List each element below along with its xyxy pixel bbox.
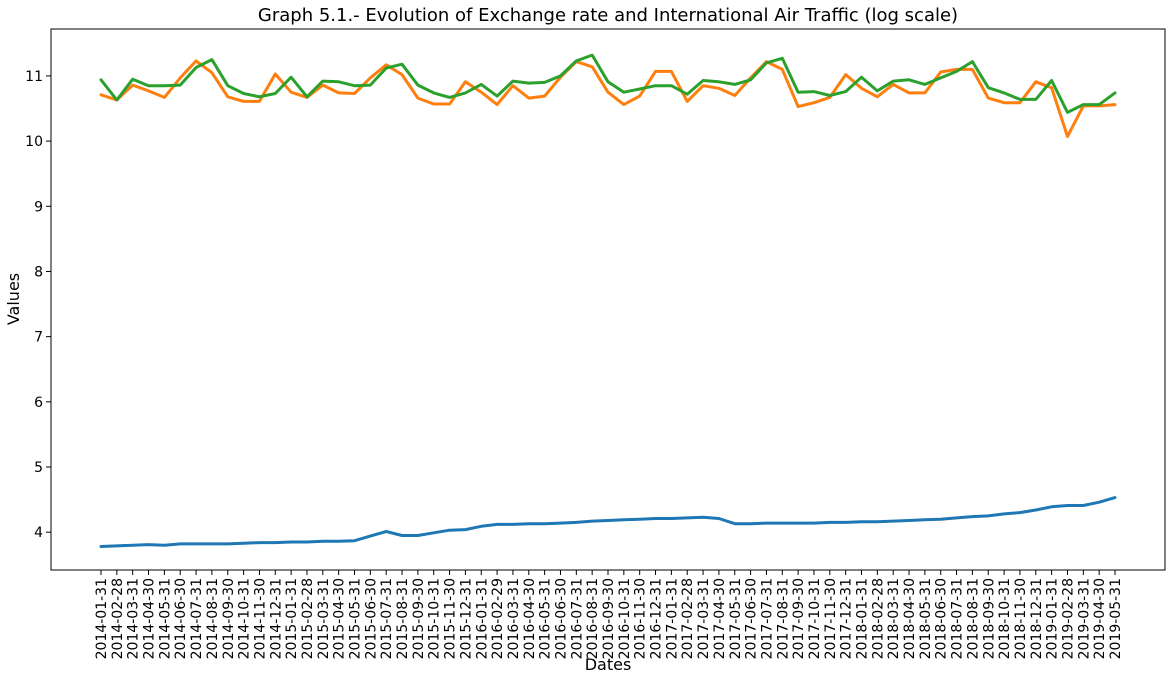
x-tick-label: 2014-07-31 [189, 578, 205, 659]
x-tick-label: 2015-01-31 [284, 578, 300, 659]
x-tick-label: 2016-07-31 [569, 578, 585, 659]
x-tick-label: 2014-10-31 [237, 578, 253, 659]
x-tick-label: 2018-11-30 [1013, 578, 1029, 659]
x-tick-label: 2018-08-31 [965, 578, 981, 659]
x-tick-label: 2019-05-31 [1108, 578, 1124, 659]
x-tick-label: 2014-05-31 [157, 578, 173, 659]
x-tick-label: 2015-02-28 [300, 578, 316, 659]
x-tick-label: 2019-01-31 [1045, 578, 1061, 659]
x-tick-label: 2017-01-31 [664, 578, 680, 659]
x-tick-label: 2016-06-30 [553, 578, 569, 659]
x-tick-label: 2018-01-31 [855, 578, 871, 659]
x-tick-label: 2015-06-30 [363, 578, 379, 659]
x-tick-label: 2018-12-31 [1029, 578, 1045, 659]
x-tick-label: 2015-04-30 [332, 578, 348, 659]
x-tick-label: 2015-10-31 [427, 578, 443, 659]
x-tick-label: 2018-06-30 [934, 578, 950, 659]
x-axis: 2014-01-31 2014-02-28 2014-03-31 2014-04-30… [94, 570, 1124, 659]
x-tick-label: 2017-03-31 [696, 578, 712, 659]
x-tick-label: 2015-05-31 [348, 578, 364, 659]
x-tick-label: 2017-06-30 [744, 578, 760, 659]
x-tick-label: 2016-05-31 [538, 578, 554, 659]
x-tick-label: 2016-03-31 [506, 578, 522, 659]
x-tick-label: 2014-04-30 [142, 578, 158, 659]
x-tick-label: 2017-05-31 [728, 578, 744, 659]
x-tick-label: 2016-10-31 [617, 578, 633, 659]
x-tick-label: 2016-12-31 [649, 578, 665, 659]
x-tick-label: 2015-09-30 [411, 578, 427, 659]
y-tick-label: 10 [25, 134, 43, 150]
x-tick-label: 2017-02-28 [680, 578, 696, 659]
x-tick-label: 2019-03-31 [1076, 578, 1092, 659]
x-tick-label: 2018-10-31 [997, 578, 1013, 659]
x-tick-label: 2018-09-30 [981, 578, 997, 659]
x-tick-label: 2016-01-31 [474, 578, 490, 659]
x-tick-label: 2015-03-31 [316, 578, 332, 659]
x-tick-label: 2017-11-30 [823, 578, 839, 659]
series-line-2 [99, 59, 1117, 138]
y-tick-label: 9 [34, 199, 43, 215]
x-tick-label: 2014-02-28 [110, 578, 126, 659]
x-tick-label: 2018-05-31 [918, 578, 934, 659]
x-tick-label: 2017-07-31 [759, 578, 775, 659]
x-tick-label: 2014-12-31 [268, 578, 284, 659]
y-tick-label: 8 [34, 264, 43, 280]
x-tick-label: 2019-04-30 [1092, 578, 1108, 659]
y-tick-label: 4 [34, 525, 43, 541]
x-tick-label: 2016-04-30 [522, 578, 538, 659]
y-axis-label: Values [4, 273, 23, 325]
series-line-1 [99, 496, 1117, 548]
x-tick-label: 2014-09-30 [221, 578, 237, 659]
x-tick-label: 2014-03-31 [126, 578, 142, 659]
x-tick-label: 2017-12-31 [839, 578, 855, 659]
x-tick-label: 2018-07-31 [950, 578, 966, 659]
y-tick-label: 7 [34, 330, 43, 346]
x-tick-label: 2014-01-31 [94, 578, 110, 659]
y-axis: 4 5 6 7 8 9 10 11 [25, 69, 51, 541]
x-tick-label: 2017-04-30 [712, 578, 728, 659]
x-tick-label: 2017-08-31 [775, 578, 791, 659]
plot-frame [50, 28, 1166, 571]
x-tick-label: 2017-10-31 [807, 578, 823, 659]
y-tick-label: 5 [34, 460, 43, 476]
x-axis-label: Dates [585, 655, 632, 674]
x-tick-label: 2018-03-31 [886, 578, 902, 659]
x-tick-label: 2015-08-31 [395, 578, 411, 659]
x-tick-label: 2014-06-30 [173, 578, 189, 659]
x-tick-label: 2018-04-30 [902, 578, 918, 659]
series-layer [99, 53, 1117, 548]
x-tick-label: 2016-02-29 [490, 578, 506, 659]
x-tick-label: 2016-09-30 [601, 578, 617, 659]
x-tick-label: 2017-09-30 [791, 578, 807, 659]
y-tick-label: 11 [25, 69, 43, 85]
y-tick-label: 6 [34, 395, 43, 411]
x-tick-label: 2016-11-30 [633, 578, 649, 659]
x-tick-label: 2015-12-31 [458, 578, 474, 659]
x-tick-label: 2019-02-28 [1060, 578, 1076, 659]
x-tick-label: 2015-11-30 [443, 578, 459, 659]
x-tick-label: 2016-08-31 [585, 578, 601, 659]
series-line-3 [99, 53, 1117, 114]
x-tick-label: 2015-07-31 [379, 578, 395, 659]
x-tick-label: 2018-02-28 [870, 578, 886, 659]
chart-title: Graph 5.1.- Evolution of Exchange rate a… [258, 5, 958, 26]
x-tick-label: 2014-11-30 [252, 578, 268, 659]
x-tick-label: 2014-08-31 [205, 578, 221, 659]
